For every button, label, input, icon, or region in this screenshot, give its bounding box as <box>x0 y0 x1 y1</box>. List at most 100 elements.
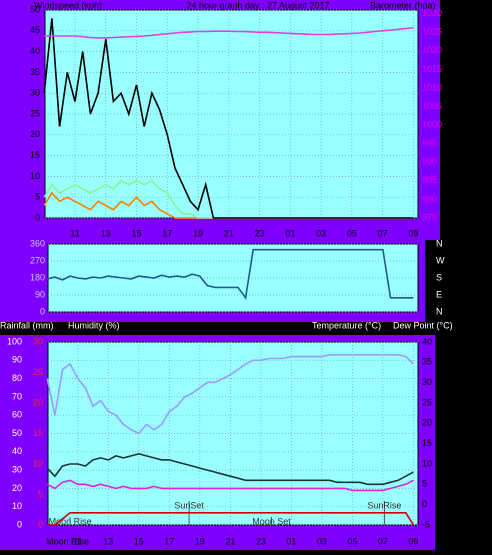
y-tick-label: 100 <box>7 336 22 346</box>
y-tick-label: 5 <box>35 192 40 202</box>
y-tick-label: 990 <box>422 157 437 167</box>
x-tick-label: 15 <box>134 536 144 546</box>
y-tick-label: 0 <box>422 499 427 509</box>
y-tick-label: 10 <box>30 171 40 181</box>
y-tick-label: N <box>436 238 443 248</box>
annotation: SunRise <box>367 500 401 510</box>
y-tick-label: 50 <box>30 4 40 14</box>
y-tick-label: 20 <box>422 418 432 428</box>
y-tick-label: 180 <box>30 272 45 282</box>
y-tick-label: 1010 <box>422 82 442 92</box>
y-tick-label: 90 <box>35 289 45 299</box>
y-tick-label: 15 <box>30 150 40 160</box>
x-tick-label: 19 <box>193 228 203 238</box>
y-tick-label: W <box>436 255 445 265</box>
y-tick-label: 980 <box>422 194 437 204</box>
y-axis-label: Windspeed (kph) <box>34 0 102 10</box>
y-tick-label: 1015 <box>422 64 442 74</box>
bottom-label: Moon Rise <box>46 536 89 546</box>
axis-label: Temperature (°C) <box>312 320 381 330</box>
y-tick-label: 30 <box>12 464 22 474</box>
y-tick-label: 0 <box>35 212 40 222</box>
y-tick-label: 50 <box>12 428 22 438</box>
x-tick-label: 03 <box>316 228 326 238</box>
plot-area <box>47 243 419 313</box>
y-tick-label: 0 <box>38 519 43 529</box>
x-tick-label: 07 <box>378 536 388 546</box>
x-tick-label: 09 <box>408 536 418 546</box>
y-tick-label: 0 <box>40 306 45 316</box>
y-tick-label: 995 <box>422 138 437 148</box>
y-tick-label: 1030 <box>422 8 442 18</box>
series-line <box>43 18 414 219</box>
y-tick-label: S <box>436 272 442 282</box>
y-tick-label: 70 <box>12 391 22 401</box>
y-tick-label: 5 <box>422 479 427 489</box>
annotation: SunSet <box>174 500 204 510</box>
y-tick-label: 360 <box>30 238 45 248</box>
y-tick-label: 20 <box>33 397 43 407</box>
y-tick-label: 40 <box>30 46 40 56</box>
x-tick-label: 09 <box>408 228 418 238</box>
plot-area <box>47 341 419 526</box>
y-tick-label: 30 <box>422 377 432 387</box>
y-tick-label: 25 <box>422 397 432 407</box>
series-line <box>46 479 414 492</box>
y-tick-label: 15 <box>33 428 43 438</box>
x-tick-label: 23 <box>256 536 266 546</box>
y-tick-label: 270 <box>30 255 45 265</box>
x-tick-label: 13 <box>101 228 111 238</box>
x-tick-label: 03 <box>317 536 327 546</box>
y-tick-label: E <box>436 289 442 299</box>
axis-label: Dew Point (°C) <box>393 320 453 330</box>
y-tick-label: 20 <box>30 129 40 139</box>
x-tick-label: 05 <box>347 228 357 238</box>
y-tick-label: 1000 <box>422 120 442 130</box>
y-tick-label: 40 <box>12 446 22 456</box>
series-line <box>46 452 414 486</box>
y-tick-label: 35 <box>422 357 432 367</box>
x-tick-label: 07 <box>378 228 388 238</box>
y-tick-label: 1020 <box>422 45 442 55</box>
annotation: Moon Set <box>252 516 291 526</box>
x-tick-label: 19 <box>195 536 205 546</box>
y-tick-label: 30 <box>30 88 40 98</box>
axis-label: Rainfall (mm) <box>0 320 54 330</box>
series-line <box>47 511 415 526</box>
x-tick-label: 13 <box>103 536 113 546</box>
y-tick-label: 90 <box>12 355 22 365</box>
y-tick-label: 25 <box>33 367 43 377</box>
series-line <box>44 27 414 39</box>
series-line <box>46 354 414 435</box>
y-tick-label: 0 <box>17 519 22 529</box>
y-tick-label: 80 <box>12 373 22 383</box>
series-line <box>47 248 414 300</box>
y-tick-label: -5 <box>422 519 430 529</box>
y-tick-label: 10 <box>12 501 22 511</box>
x-tick-label: 01 <box>285 228 295 238</box>
y-tick-label: 10 <box>422 458 432 468</box>
x-tick-label: 17 <box>164 536 174 546</box>
y-tick-label: 40 <box>422 336 432 346</box>
y-tick-label: 1025 <box>422 27 442 37</box>
y-tick-label: 985 <box>422 175 437 185</box>
y-tick-label: 45 <box>30 25 40 35</box>
y-tick-label: 20 <box>12 483 22 493</box>
y-tick-label: 5 <box>38 489 43 499</box>
x-tick-label: 21 <box>224 228 234 238</box>
x-tick-label: 11 <box>73 536 82 546</box>
x-tick-label: 21 <box>225 536 235 546</box>
y-tick-label: 10 <box>33 458 43 468</box>
y-tick-label: N <box>436 306 443 316</box>
chart-title: 24 hour graph day : 27 August 2017 <box>186 0 329 10</box>
y2-axis-label: Barometer (hpa) <box>370 0 436 10</box>
x-tick-label: 01 <box>286 536 296 546</box>
y-tick-label: 60 <box>12 410 22 420</box>
y-tick-label: 975 <box>422 212 437 222</box>
x-tick-label: 05 <box>347 536 357 546</box>
x-tick-label: 15 <box>132 228 142 238</box>
annotation: Moon Rise <box>49 516 92 526</box>
x-tick-label: 11 <box>70 228 79 238</box>
